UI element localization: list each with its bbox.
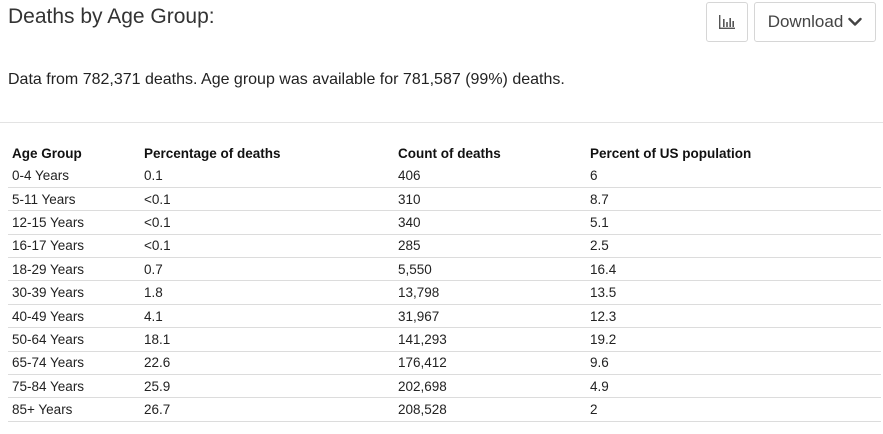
table-row: 65-74 Years 22.6 176,412 9.6 [8,350,881,375]
cell-percent-of-us-population: 12.3 [586,303,881,328]
cell-percentage-of-deaths: <0.1 [140,186,394,211]
cell-age-group: 65-74 Years [8,350,140,375]
cell-percentage-of-deaths: 26.7 [140,397,394,422]
cell-percent-of-us-population: 9.6 [586,350,881,375]
cell-percentage-of-deaths: <0.1 [140,210,394,235]
cell-percent-of-us-population: 19.2 [586,327,881,352]
cell-percent-of-us-population: 6 [590,167,598,183]
page-title: Deaths by Age Group: [8,5,215,28]
cell-count-of-deaths: 141,293 [394,327,586,352]
cell-age-group: 85+ Years [8,397,140,422]
chevron-down-icon [848,17,862,26]
cell-percent-of-us-population: 4.9 [586,374,881,398]
cell-count-of-deaths: 406 [398,167,421,183]
bar-chart-icon [719,15,735,29]
table-row: 50-64 Years 18.1 141,293 19.2 [8,327,881,352]
cell-count-of-deaths: 176,412 [394,350,586,375]
cell-percentage-of-deaths: 0.1 [144,167,163,183]
download-label: Download [767,12,844,31]
cell-age-group: 16-17 Years [8,233,140,258]
table-row: 30-39 Years 1.8 13,798 13.5 [8,280,881,305]
cell-percentage-of-deaths: <0.1 [140,233,394,258]
cell-age-group: 75-84 Years [8,374,140,398]
cell-percentage-of-deaths: 22.6 [140,350,394,375]
cell-count-of-deaths: 13,798 [394,280,586,305]
column-header-percentage-of-deaths: Percentage of deaths [144,146,281,161]
table-row: 40-49 Years 4.1 31,967 12.3 [8,303,881,328]
cell-age-group: 12-15 Years [8,210,140,235]
cell-age-group: 0-4 Years [12,167,70,183]
cell-age-group: 18-29 Years [8,257,140,281]
cell-percentage-of-deaths: 0.7 [140,257,394,281]
cell-percentage-of-deaths: 1.8 [140,280,394,305]
cell-count-of-deaths: 285 [394,233,586,258]
table-header-row: Age Group Percentage of deaths Count of … [8,140,881,164]
cell-age-group: 30-39 Years [8,280,140,305]
cell-percentage-of-deaths: 18.1 [140,327,394,352]
cell-count-of-deaths: 31,967 [394,303,586,328]
divider [0,122,883,123]
table-row: 12-15 Years <0.1 340 5.1 [8,210,881,235]
cell-age-group: 5-11 Years [8,186,140,211]
cell-percentage-of-deaths: 25.9 [140,374,394,398]
table-row: 18-29 Years 0.7 5,550 16.4 [8,257,881,281]
cell-count-of-deaths: 340 [394,210,586,235]
cell-percent-of-us-population: 13.5 [586,280,881,305]
table-row: 85+ Years 26.7 208,528 2 [8,397,881,422]
column-header-percent-of-us-population: Percent of US population [590,146,752,161]
cell-percentage-of-deaths: 4.1 [140,303,394,328]
cell-age-group: 40-49 Years [8,303,140,328]
cell-age-group: 50-64 Years [8,327,140,352]
cell-count-of-deaths: 310 [394,186,586,211]
chart-view-button[interactable] [706,2,748,42]
table-row: 0-4 Years 0.1 406 6 [8,164,881,187]
column-header-count-of-deaths: Count of deaths [398,146,501,161]
data-summary: Data from 782,371 deaths. Age group was … [8,71,565,88]
cell-percent-of-us-population: 16.4 [586,257,881,281]
download-button[interactable]: Download [754,2,876,42]
cell-percent-of-us-population: 8.7 [586,186,881,211]
cell-percent-of-us-population: 2.5 [586,233,881,258]
cell-percent-of-us-population: 5.1 [586,210,881,235]
column-header-age-group: Age Group [12,146,82,161]
cell-count-of-deaths: 202,698 [394,374,586,398]
table-row: 5-11 Years <0.1 310 8.7 [8,186,881,211]
table-row: 75-84 Years 25.9 202,698 4.9 [8,374,881,398]
deaths-by-age-table: Age Group Percentage of deaths Count of … [8,140,881,422]
table-row: 16-17 Years <0.1 285 2.5 [8,233,881,258]
cell-percent-of-us-population: 2 [586,397,881,422]
cell-count-of-deaths: 5,550 [394,257,586,281]
cell-count-of-deaths: 208,528 [394,397,586,422]
